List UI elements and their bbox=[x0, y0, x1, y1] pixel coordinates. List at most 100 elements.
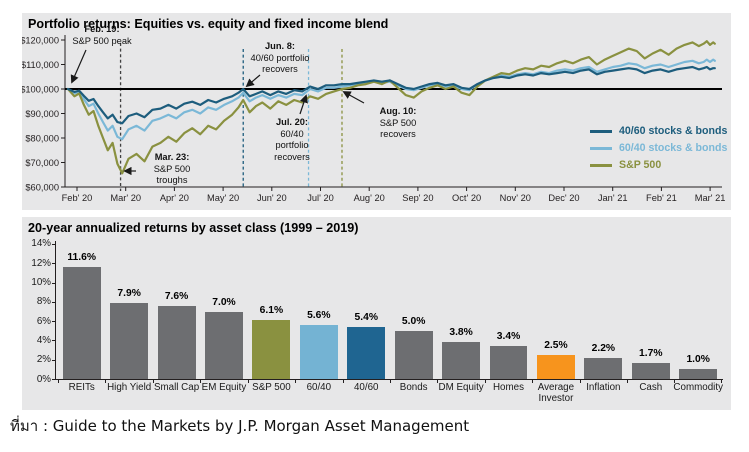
y-tick bbox=[52, 340, 55, 342]
bar bbox=[157, 305, 196, 379]
x-tick-label: Aug' 20 bbox=[354, 193, 385, 203]
bar-value-label: 7.9% bbox=[117, 287, 141, 299]
y-tick-label: 0% bbox=[36, 373, 51, 385]
x-tick-label: Jun' 20 bbox=[257, 193, 287, 203]
annotation-text: troughs bbox=[156, 175, 188, 186]
annotation-text: portfolio bbox=[275, 140, 309, 151]
x-tick-label: May' 20 bbox=[207, 193, 239, 203]
y-tick-label: 12% bbox=[31, 257, 51, 269]
annotation-date: Mar. 23: bbox=[154, 152, 190, 162]
bottom-chart-title: 20-year annualized returns by asset clas… bbox=[28, 221, 359, 235]
x-tick bbox=[720, 379, 722, 383]
annotation-date: Jun. 8: bbox=[265, 41, 295, 51]
x-tick-label: Mar' 21 bbox=[695, 193, 726, 203]
x-tick bbox=[437, 379, 439, 383]
x-tick bbox=[674, 379, 676, 383]
x-tick-label: Feb' 20 bbox=[62, 193, 93, 203]
y-tick-label: $110,000 bbox=[22, 60, 59, 70]
bar-category-label: DM Equity bbox=[438, 382, 484, 393]
y-tick bbox=[52, 379, 55, 380]
annotation-feb19-peak: Feb. 19: S&P 500 peak bbox=[62, 24, 142, 47]
x-tick-label: Mar' 20 bbox=[110, 193, 141, 203]
annotation-date: Aug. 10: bbox=[379, 106, 417, 116]
annotation-text: recovers bbox=[380, 129, 416, 140]
legend-item-4060: 40/60 stocks & bonds bbox=[590, 125, 727, 137]
bar-value-label: 5.0% bbox=[401, 315, 426, 327]
annotation-aug10-sp500-recovers: Aug. 10: S&P 500 recovers bbox=[366, 106, 430, 141]
bar bbox=[110, 302, 149, 379]
annotation-date: Jul. 20: bbox=[275, 117, 309, 127]
y-tick-label: $80,000 bbox=[25, 133, 59, 143]
bar-category-label: EM Equity bbox=[201, 382, 247, 393]
x-tick bbox=[295, 379, 297, 383]
arrow-jun8 bbox=[245, 74, 261, 88]
bar-chart-plot-area: 11.6% REITs 7.9% High Yield 7.6% Small Cap 7.0… bbox=[58, 241, 723, 404]
bar-column-reits: 11.6% REITs bbox=[58, 241, 105, 393]
x-tick bbox=[247, 379, 249, 383]
y-tick bbox=[52, 282, 55, 284]
y-tick-label: 8% bbox=[36, 296, 51, 308]
legend-item-sp500: S&P 500 bbox=[590, 159, 727, 171]
annotation-mar23-troughs: Mar. 23: S&P 500 troughs bbox=[140, 152, 204, 187]
bar-column-dm-equity: 3.8% DM Equity bbox=[437, 241, 484, 393]
x-tick bbox=[152, 379, 154, 383]
bar-column-s-p-500: 6.1% S&P 500 bbox=[247, 241, 295, 393]
bar bbox=[394, 330, 433, 379]
bar-value-label: 1.0% bbox=[686, 354, 710, 366]
bar-chart-y-axis bbox=[55, 241, 56, 379]
annotation-date: Feb. 19: bbox=[84, 24, 120, 34]
y-tick bbox=[52, 321, 55, 323]
y-tick-label: $60,000 bbox=[25, 182, 59, 192]
bar-column-em-equity: 7.0% EM Equity bbox=[200, 241, 247, 393]
bar-category-label: S&P 500 bbox=[252, 382, 291, 393]
bar bbox=[489, 346, 528, 379]
x-tick-label: Oct' 20 bbox=[452, 193, 481, 203]
bar bbox=[299, 325, 338, 379]
x-tick-label: Dec' 20 bbox=[548, 193, 579, 203]
bar-category-label: High Yield bbox=[107, 382, 152, 393]
bar-value-label: 2.5% bbox=[544, 339, 568, 351]
bar bbox=[205, 311, 243, 379]
bar-value-label: 2.2% bbox=[591, 342, 616, 354]
bar-value-label: 7.0% bbox=[212, 296, 236, 308]
arrow-feb19 bbox=[70, 49, 87, 84]
bar-column-bonds: 5.0% Bonds bbox=[389, 241, 437, 393]
bar-category-label: 40/60 bbox=[353, 382, 379, 393]
y-tick-label: $100,000 bbox=[22, 84, 59, 94]
bar bbox=[631, 362, 670, 379]
y-tick bbox=[52, 301, 55, 303]
annotation-text: 60/40 bbox=[280, 128, 304, 139]
legend-swatch-6040 bbox=[590, 146, 612, 150]
arrow-jul20 bbox=[299, 94, 308, 115]
bar bbox=[347, 326, 386, 379]
bar-value-label: 1.7% bbox=[639, 347, 663, 359]
bar-column-small-cap: 7.6% Small Cap bbox=[152, 241, 200, 393]
x-tick bbox=[105, 379, 107, 383]
x-tick-label: Sep' 20 bbox=[402, 193, 433, 203]
bar-category-label: Cash bbox=[639, 382, 663, 393]
y-tick-label: 10% bbox=[31, 277, 51, 289]
bar-value-label: 7.6% bbox=[164, 290, 189, 302]
bar-column-cash: 1.7% Cash bbox=[627, 241, 674, 393]
y-tick bbox=[52, 359, 55, 361]
arrow-aug10 bbox=[342, 91, 365, 104]
y-tick-label: $90,000 bbox=[25, 109, 59, 119]
bar-column-average-investor: 2.5% Average Investor bbox=[532, 241, 579, 404]
annotation-text: recovers bbox=[262, 64, 298, 75]
x-tick-label: Jul' 20 bbox=[307, 193, 334, 203]
y-tick-label: 2% bbox=[36, 354, 51, 366]
annotation-jun8-4060-recovers: Jun. 8: 40/60 portfolio recovers bbox=[232, 41, 328, 76]
bar-category-label: Bonds bbox=[399, 382, 428, 393]
annotation-text: recovers bbox=[274, 151, 310, 162]
x-tick bbox=[484, 379, 486, 383]
y-tick-label: 14% bbox=[31, 238, 51, 250]
x-tick-label: Nov' 20 bbox=[500, 193, 531, 203]
x-tick-label: Jan' 21 bbox=[598, 193, 628, 203]
bar-category-label: Inflation bbox=[586, 382, 621, 393]
x-tick bbox=[579, 379, 581, 383]
bar-column-60-40: 5.6% 60/40 bbox=[295, 241, 342, 393]
series-line-40-60-stocks-bonds bbox=[66, 65, 716, 125]
legend-swatch-sp500 bbox=[590, 163, 612, 167]
bar-category-label: REITs bbox=[68, 382, 95, 393]
bar-value-label: 3.8% bbox=[449, 327, 473, 339]
